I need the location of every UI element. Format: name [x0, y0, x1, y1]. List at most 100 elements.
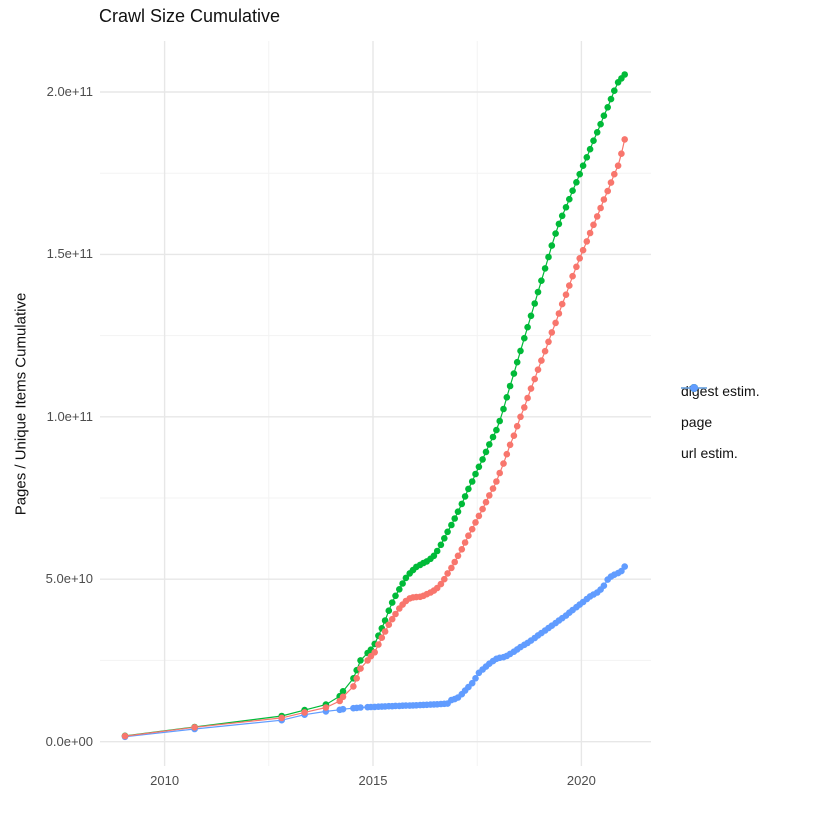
data-point: [482, 448, 490, 456]
data-point: [503, 394, 511, 401]
data-point: [350, 683, 357, 690]
data-point: [396, 586, 403, 593]
data-point: [441, 535, 448, 542]
data-point: [454, 508, 462, 515]
x-tick-label: 2010: [150, 773, 180, 788]
data-point: [451, 558, 459, 566]
data-point: [339, 705, 347, 713]
data-point: [521, 334, 528, 342]
data-point: [375, 641, 382, 648]
data-point: [357, 665, 364, 672]
data-point: [461, 539, 469, 546]
series-page: [121, 71, 628, 740]
legend-item-url-estim: url estim.: [681, 384, 760, 462]
data-point: [593, 213, 601, 220]
data-point: [441, 575, 448, 583]
data-point: [555, 310, 563, 317]
data-point: [503, 450, 511, 458]
data-point: [448, 564, 455, 572]
data-point: [573, 263, 580, 271]
data-point: [475, 512, 483, 520]
data-point: [437, 580, 445, 588]
data-point: [500, 405, 507, 413]
data-point: [524, 394, 531, 402]
data-point: [566, 195, 573, 203]
data-point: [590, 221, 597, 229]
data-point: [301, 709, 308, 716]
data-point: [493, 478, 500, 485]
data-point: [468, 525, 476, 533]
data-point: [527, 312, 535, 320]
data-point: [486, 441, 493, 448]
data-point: [513, 358, 521, 366]
data-point: [496, 417, 504, 425]
data-point: [541, 347, 549, 355]
data-point: [545, 338, 552, 346]
y-tick-label: 5.0e+10: [45, 571, 93, 587]
data-point: [538, 357, 545, 364]
data-point: [527, 385, 535, 392]
data-point: [458, 546, 466, 553]
data-point: [510, 432, 518, 440]
data-point: [621, 136, 628, 143]
data-point: [579, 246, 587, 254]
data-point: [402, 574, 410, 582]
data-point: [472, 519, 479, 526]
data-point: [378, 634, 386, 641]
data-point: [357, 657, 364, 664]
data-point: [506, 441, 514, 449]
data-point: [493, 426, 500, 434]
series-url-estim: [121, 563, 628, 741]
data-point: [121, 732, 129, 740]
data-point: [534, 366, 542, 374]
data-point: [444, 570, 451, 577]
data-point: [392, 610, 399, 618]
data-point: [524, 323, 531, 331]
data-point: [353, 675, 361, 682]
data-point: [621, 71, 628, 78]
legend-label: url estim.: [681, 445, 738, 461]
data-point: [569, 272, 576, 280]
data-point: [465, 532, 472, 539]
data-point: [388, 599, 396, 606]
data-point: [479, 505, 486, 513]
data-point: [541, 265, 549, 272]
data-point: [385, 607, 393, 614]
data-point: [597, 204, 604, 212]
data-point: [562, 291, 570, 299]
data-point: [531, 375, 538, 383]
data-point: [618, 150, 625, 157]
y-tick-label: 1.5e+11: [46, 246, 93, 262]
data-point: [472, 675, 479, 682]
data-point: [607, 95, 615, 103]
data-point: [545, 253, 552, 261]
data-point: [468, 478, 476, 485]
x-tick-label: 2020: [566, 773, 596, 788]
data-point: [437, 541, 445, 549]
data-point: [604, 187, 611, 195]
data-point: [548, 242, 556, 249]
legend-item-page: page: [681, 384, 760, 431]
series-digest-estim: [121, 136, 628, 740]
data-point: [454, 552, 462, 560]
data-point: [558, 212, 566, 220]
data-point: [566, 282, 573, 289]
data-point: [611, 87, 618, 94]
data-point: [517, 347, 524, 355]
data-point: [576, 170, 583, 178]
data-point: [597, 120, 604, 128]
data-point: [489, 433, 497, 441]
legend-key-icon: [681, 384, 707, 392]
legend: digest estim. page url estim.: [681, 382, 760, 462]
data-point: [448, 521, 455, 529]
gridlines: [100, 41, 651, 766]
data-point: [191, 724, 198, 731]
data-point: [339, 688, 347, 695]
y-tick-label: 2.0e+11: [46, 83, 93, 99]
data-point: [278, 714, 286, 722]
data-point: [430, 552, 438, 560]
data-point: [496, 469, 504, 477]
data-point: [600, 196, 608, 203]
y-tick-label: 0.0e+00: [45, 733, 93, 749]
data-point: [569, 187, 576, 194]
